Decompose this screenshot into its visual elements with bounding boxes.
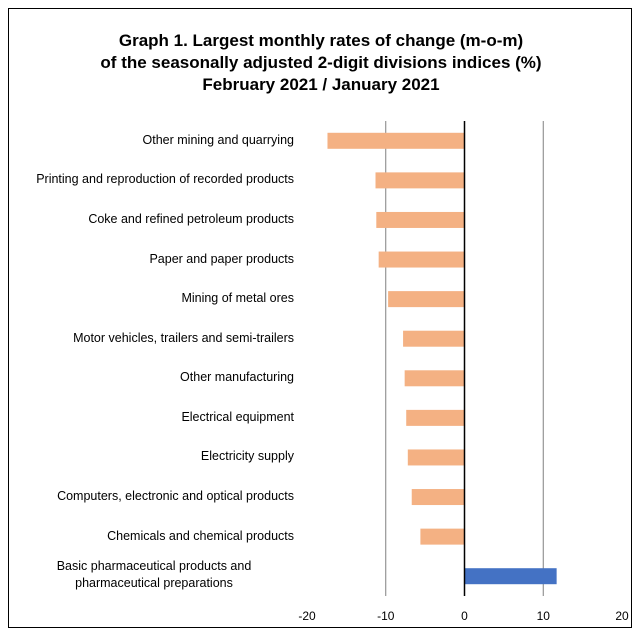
bar <box>411 489 465 506</box>
y-tick-label: Coke and refined petroleum products <box>88 211 294 226</box>
category-label-box: Other manufacturing <box>14 368 294 386</box>
y-tick-label: Paper and paper products <box>149 251 294 266</box>
bar <box>376 211 465 228</box>
y-tick-label: Basic pharmaceutical products and pharma… <box>56 559 252 591</box>
x-tick-label: -10 <box>377 609 395 623</box>
category-label-box: Electricity supply <box>14 447 294 465</box>
category-label-box: Coke and refined petroleum products <box>14 210 294 228</box>
category-label-box: Computers, electronic and optical produc… <box>14 487 294 505</box>
x-tick-label: 20 <box>615 609 629 623</box>
y-tick-label: Motor vehicles, trailers and semi-traile… <box>73 330 294 345</box>
category-label-box: Chemicals and chemical products <box>14 527 294 545</box>
x-tick-label: 10 <box>537 609 551 623</box>
bar <box>420 528 465 545</box>
y-tick-label: Other mining and quarrying <box>142 132 294 147</box>
category-label-box: Printing and reproduction of recorded pr… <box>14 170 294 188</box>
y-tick-label: Computers, electronic and optical produc… <box>57 489 294 504</box>
y-tick-label: Other manufacturing <box>180 370 294 385</box>
category-label-box: Basic pharmaceutical products and pharma… <box>14 558 294 592</box>
category-label-box: Paper and paper products <box>14 250 294 268</box>
bar <box>388 291 465 308</box>
bar <box>406 409 465 426</box>
category-label-box: Mining of metal ores <box>14 289 294 307</box>
bar <box>404 370 465 387</box>
bar <box>464 568 557 585</box>
bar <box>327 132 465 149</box>
y-tick-label: Electrical equipment <box>181 409 294 424</box>
chart-title: Graph 1. Largest monthly rates of change… <box>100 31 542 72</box>
bar <box>378 251 465 268</box>
bar <box>407 449 465 466</box>
category-label-box: Other mining and quarrying <box>14 131 294 149</box>
chart-border <box>8 8 632 628</box>
bar <box>403 330 465 347</box>
bar <box>375 172 465 189</box>
y-tick-label: Electricity supply <box>200 449 294 464</box>
x-tick-label: -20 <box>298 609 316 623</box>
category-label-box: Electrical equipment <box>14 408 294 426</box>
chart-subtitle: February 2021 / January 2021 <box>202 75 440 94</box>
y-tick-label: Chemicals and chemical products <box>107 528 294 543</box>
y-tick-label: Printing and reproduction of recorded pr… <box>36 172 294 187</box>
x-tick-label: 0 <box>461 609 468 623</box>
category-label-box: Motor vehicles, trailers and semi-traile… <box>14 329 294 347</box>
y-tick-label: Mining of metal ores <box>181 291 294 306</box>
